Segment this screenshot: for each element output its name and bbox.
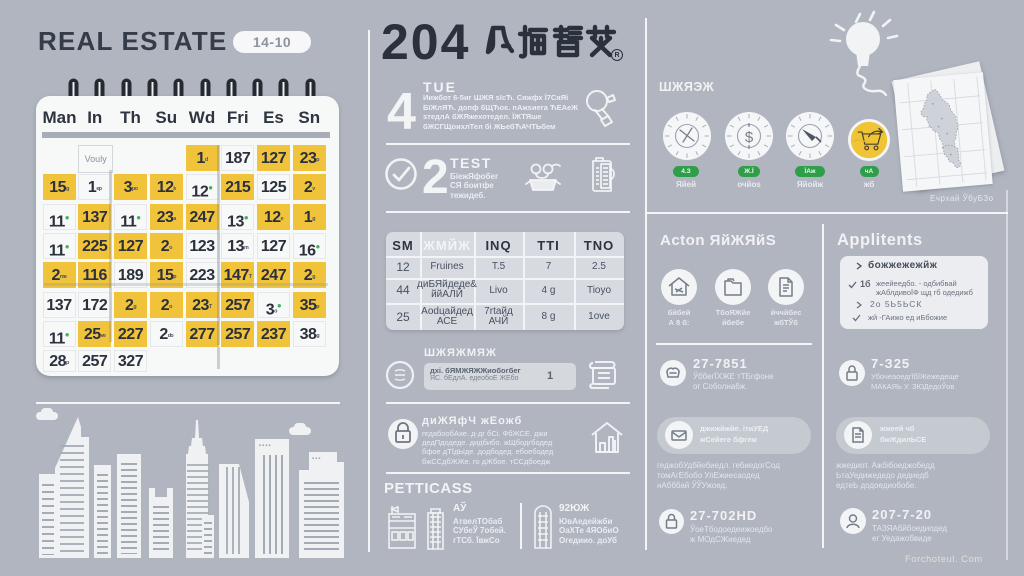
svg-text:$: $ bbox=[745, 129, 754, 146]
